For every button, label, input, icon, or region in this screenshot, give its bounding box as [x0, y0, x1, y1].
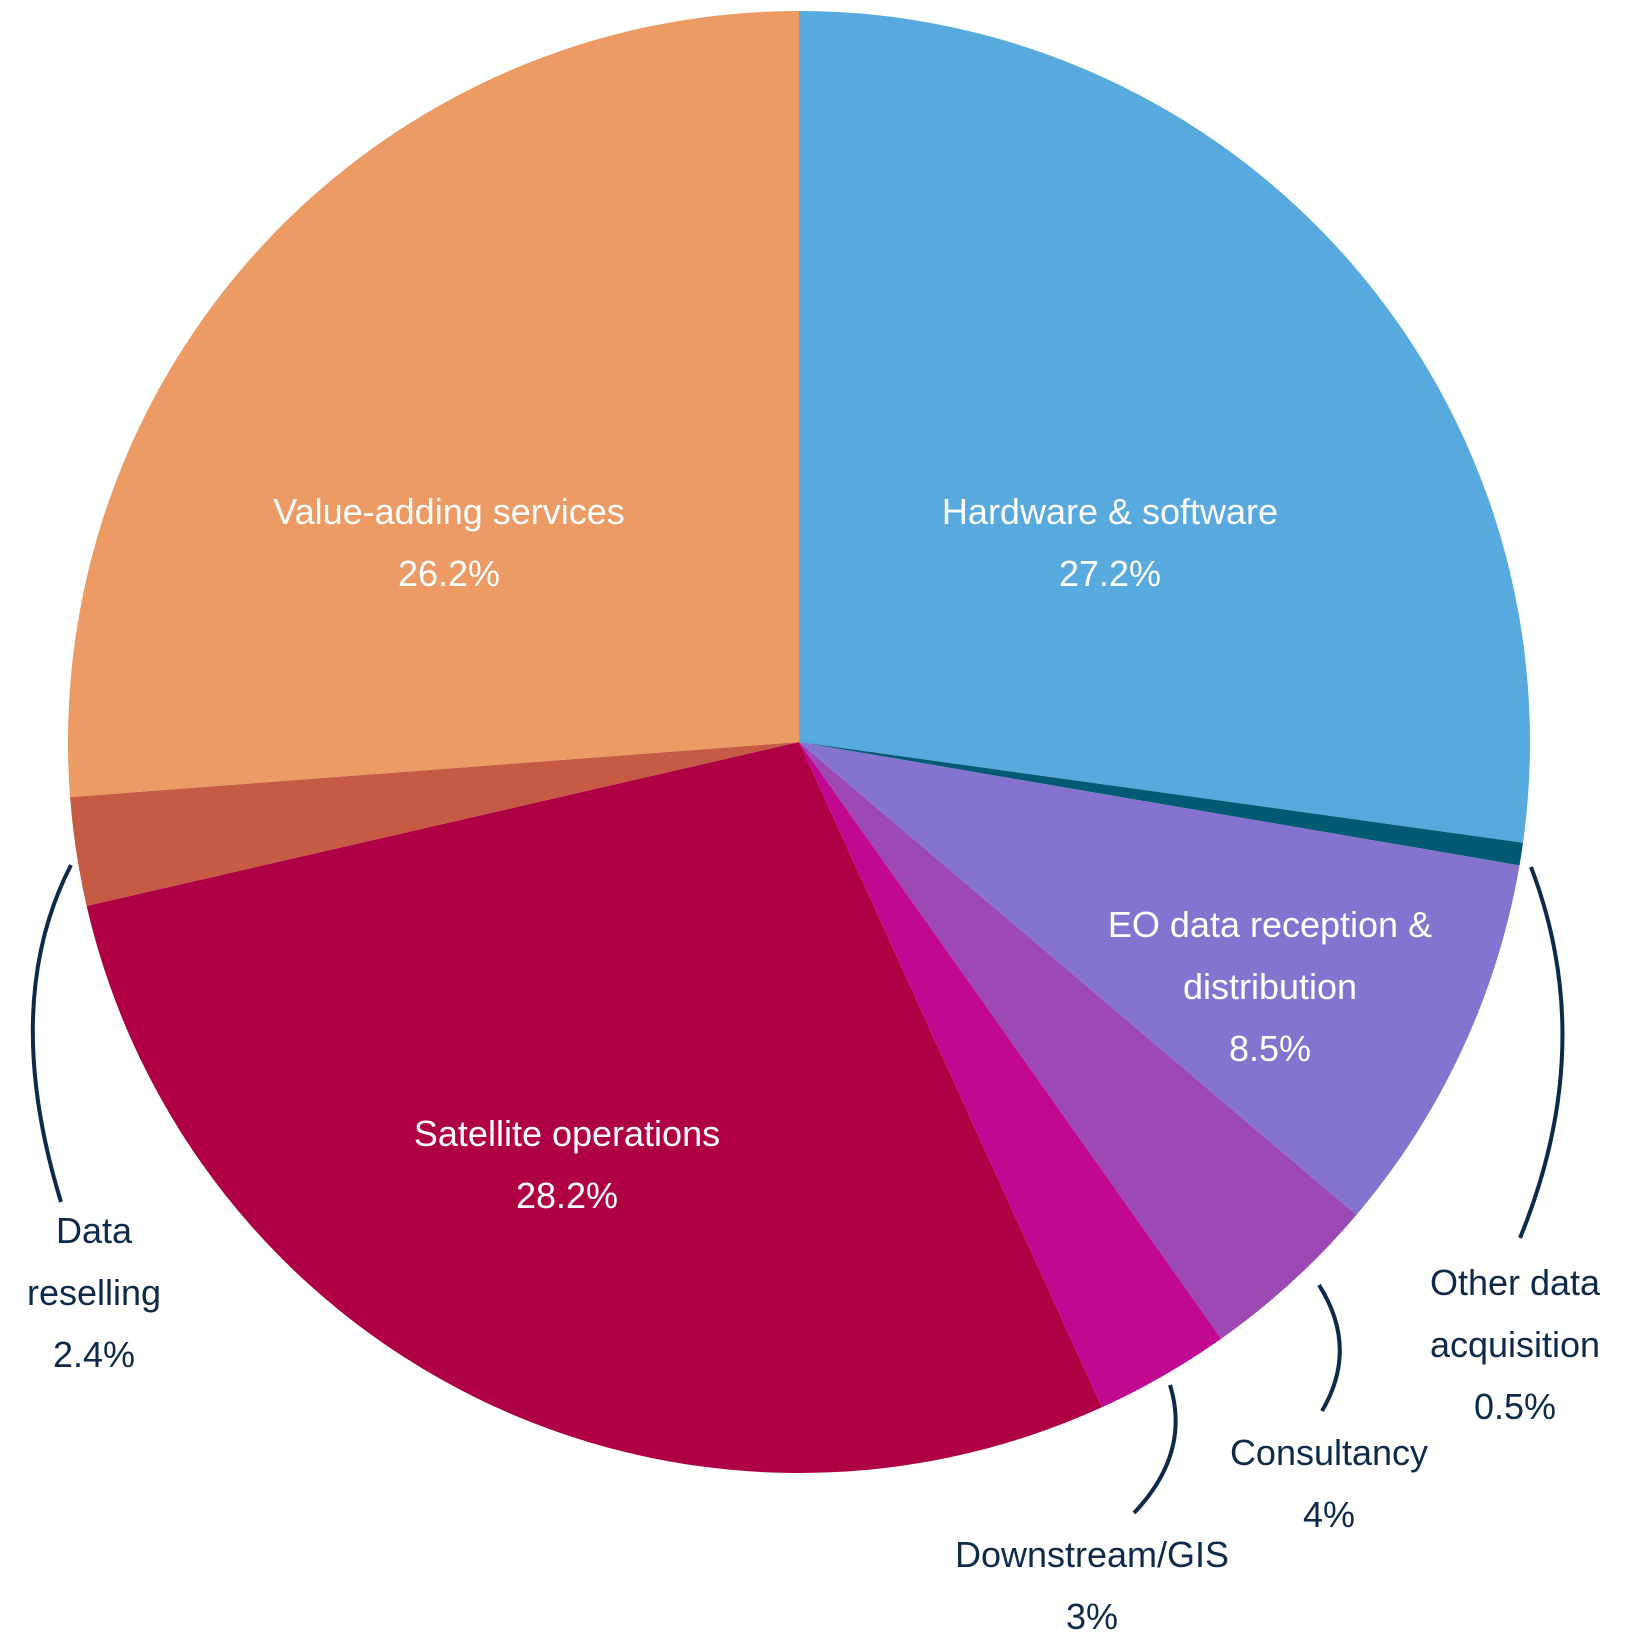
leader-bracket — [30, 864, 73, 1203]
slice-label: Satellite operations 28.2% — [357, 1103, 777, 1227]
value-label: 8.5% — [1228, 1028, 1312, 1069]
category-label: Data reselling — [26, 1210, 162, 1313]
slice-label: Consultancy 4% — [1199, 1422, 1459, 1546]
pie — [68, 11, 1531, 1473]
pie-slice — [799, 742, 1357, 1339]
pie-slice — [799, 742, 1524, 866]
pie-slice — [799, 742, 1222, 1408]
slice-label: Hardware & software 27.2% — [880, 481, 1340, 605]
category-label: Value-adding services — [273, 491, 625, 532]
category-label: EO data reception & distribution — [1107, 904, 1433, 1007]
category-label: Consultancy — [1229, 1432, 1429, 1473]
pie-slice — [799, 11, 1531, 843]
value-label: 2.4% — [52, 1334, 136, 1375]
category-label: Satellite operations — [413, 1113, 721, 1154]
category-label: Downstream/GIS — [954, 1534, 1230, 1575]
category-label: Hardware & software — [941, 491, 1279, 532]
pie-slice — [799, 742, 1520, 1215]
leader-bracket — [1132, 1384, 1178, 1515]
pie-slice — [86, 742, 1102, 1473]
slice-label: Value-adding services 26.2% — [229, 481, 669, 605]
leader-bracket — [1518, 866, 1565, 1239]
slice-label: EO data reception & distribution 8.5% — [1070, 894, 1470, 1080]
slice-label: Data reselling 2.4% — [9, 1200, 179, 1386]
pie-slice — [70, 742, 799, 906]
leader-bracket — [1317, 1283, 1342, 1413]
slice-label: Other data acquisition 0.5% — [1405, 1252, 1625, 1438]
value-label: 28.2% — [515, 1175, 619, 1216]
value-label: 3% — [1065, 1596, 1119, 1637]
value-label: 0.5% — [1473, 1386, 1557, 1427]
value-label: 27.2% — [1058, 553, 1162, 594]
value-label: 26.2% — [397, 553, 501, 594]
slice-label: Downstream/GIS 3% — [922, 1524, 1262, 1648]
pie-slice — [68, 11, 800, 798]
value-label: 4% — [1302, 1494, 1356, 1535]
category-label: Other data acquisition — [1429, 1262, 1601, 1365]
